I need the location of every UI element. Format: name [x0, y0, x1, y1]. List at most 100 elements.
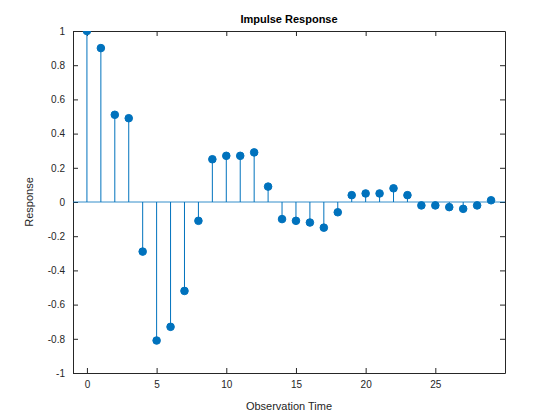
- tick-mark: [73, 236, 78, 237]
- marker: [320, 224, 328, 232]
- stem: [184, 202, 185, 291]
- tick-mark: [296, 368, 297, 373]
- tick: [366, 31, 367, 36]
- tick-mark: [296, 31, 297, 36]
- tick-mark: [500, 134, 505, 135]
- tick-label: 25: [430, 379, 442, 390]
- tick: [435, 31, 436, 36]
- marker: [264, 183, 272, 191]
- tick-mark: [500, 168, 505, 169]
- tick-label: 0.2: [51, 163, 65, 174]
- marker: [125, 114, 133, 122]
- tick: 0.2: [51, 163, 78, 174]
- background: [0, 0, 560, 420]
- marker: [83, 31, 91, 35]
- tick-label: 0.4: [51, 128, 65, 139]
- marker: [222, 152, 230, 160]
- marker: [348, 191, 356, 199]
- tick-label: -0.6: [48, 299, 66, 310]
- marker: [195, 217, 203, 225]
- marker: [181, 287, 189, 295]
- stem: [156, 202, 157, 341]
- marker: [432, 202, 440, 210]
- marker: [139, 248, 147, 256]
- x-axis-top: [74, 31, 506, 36]
- tick-label: -0.2: [48, 231, 66, 242]
- tick: [500, 99, 505, 100]
- y-axis-right: [500, 32, 506, 374]
- tick-mark: [73, 168, 78, 169]
- tick: [500, 168, 505, 169]
- tick-mark: [226, 31, 227, 36]
- tick-mark: [226, 368, 227, 373]
- tick: [296, 31, 297, 36]
- tick: -0.4: [48, 265, 78, 276]
- marker: [487, 196, 495, 204]
- stem: [212, 159, 213, 202]
- tick-mark: [435, 31, 436, 36]
- tick-mark: [157, 31, 158, 36]
- tick-mark: [500, 65, 505, 66]
- marker: [153, 337, 161, 345]
- stem: [86, 31, 87, 202]
- tick: 0.4: [51, 128, 78, 139]
- tick-mark: [157, 368, 158, 373]
- x-axis: 0510152025: [74, 368, 506, 390]
- tick-label: -1: [56, 368, 65, 379]
- tick-mark: [73, 31, 78, 32]
- y-axis-title: Response: [23, 177, 35, 227]
- tick-label: 0: [85, 379, 91, 390]
- series: [73, 31, 505, 344]
- tick: [500, 270, 505, 271]
- stem: [240, 156, 241, 202]
- marker: [306, 219, 314, 227]
- tick-mark: [87, 368, 88, 373]
- stem: [128, 118, 129, 202]
- stem: [114, 115, 115, 202]
- marker: [250, 149, 258, 157]
- tick: 20: [361, 368, 373, 390]
- marker: [445, 203, 453, 211]
- tick: 10: [221, 368, 233, 390]
- tick-label: 20: [361, 379, 373, 390]
- marker: [404, 191, 412, 199]
- tick: 0: [85, 368, 91, 390]
- tick-mark: [366, 368, 367, 373]
- marker: [334, 208, 342, 216]
- tick-mark: [73, 339, 78, 340]
- tick-mark: [500, 31, 505, 32]
- marker: [209, 155, 217, 163]
- tick-mark: [73, 65, 78, 66]
- marker: [97, 44, 105, 52]
- tick: 0.8: [51, 60, 78, 71]
- marker: [473, 202, 481, 210]
- tick: 0.6: [51, 94, 78, 105]
- marker: [236, 152, 244, 160]
- marker: [459, 205, 467, 213]
- stem: [170, 202, 171, 327]
- axis-line: [505, 32, 506, 374]
- tick-label: 1: [59, 26, 65, 37]
- stem: [142, 202, 143, 252]
- tick: [500, 134, 505, 135]
- axis-line: [74, 373, 506, 374]
- tick: 15: [291, 368, 303, 390]
- marker: [292, 217, 300, 225]
- tick-label: 15: [291, 379, 303, 390]
- tick-mark: [500, 305, 505, 306]
- tick-mark: [435, 368, 436, 373]
- tick: [500, 339, 505, 340]
- tick-mark: [73, 99, 78, 100]
- tick: [500, 236, 505, 237]
- marker: [111, 111, 119, 119]
- stem: [226, 156, 227, 202]
- marker: [278, 215, 286, 223]
- tick: 25: [430, 368, 442, 390]
- tick: 1: [59, 26, 78, 37]
- tick-label: 10: [221, 379, 233, 390]
- axis-line: [74, 31, 506, 32]
- tick: [500, 65, 505, 66]
- title: Impulse Response: [240, 13, 337, 25]
- tick-label: -0.8: [48, 334, 66, 345]
- tick: -0.8: [48, 334, 78, 345]
